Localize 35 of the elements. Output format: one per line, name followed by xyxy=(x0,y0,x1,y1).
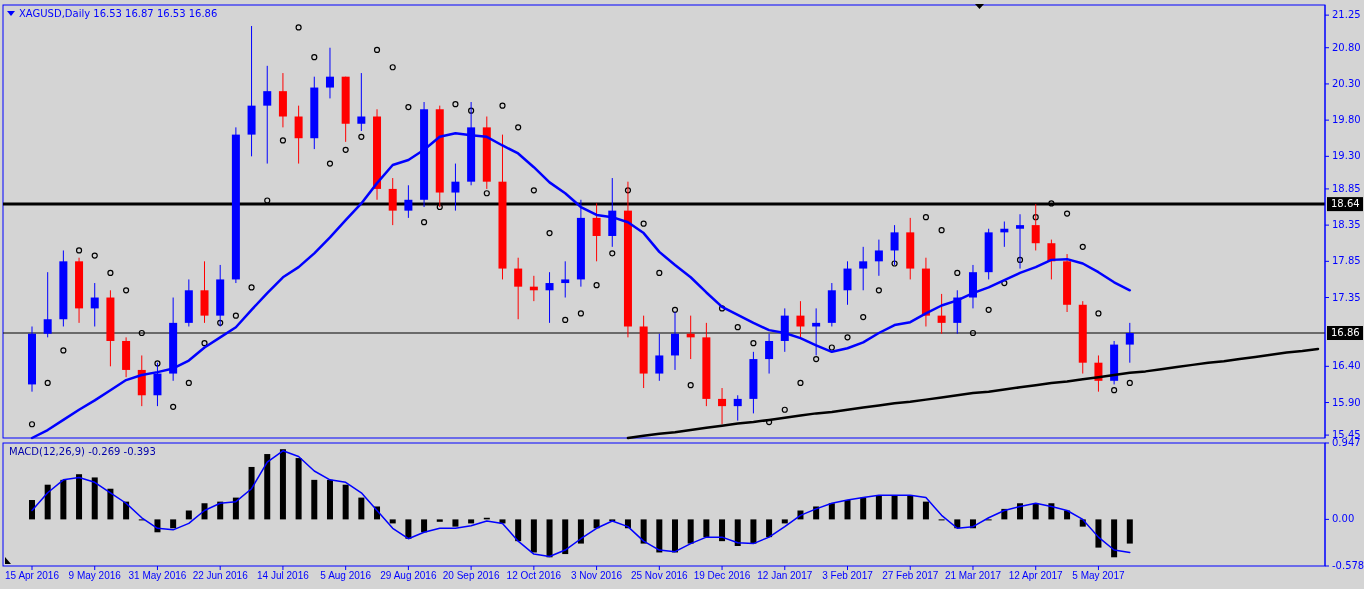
y-tick-label: 19.30 xyxy=(1332,150,1361,162)
x-tick-label: 22 Jun 2016 xyxy=(192,570,249,581)
x-tick-label: 29 Aug 2016 xyxy=(380,570,437,581)
x-tick-label: 19 Dec 2016 xyxy=(693,570,751,581)
y-tick-label: -0.578 xyxy=(1332,560,1364,571)
x-tick-label: 3 Feb 2017 xyxy=(822,570,874,581)
x-tick-label: 15 Apr 2016 xyxy=(5,570,60,581)
y-tick-label: 21.25 xyxy=(1332,9,1361,21)
y-tick-label: 0.00 xyxy=(1332,513,1355,525)
x-tick-label: 9 May 2016 xyxy=(68,570,122,581)
x-tick-label: 12 Jan 2017 xyxy=(757,570,813,581)
chart-title: XAGUSD,Daily 16.53 16.87 16.53 16.86 xyxy=(19,8,218,19)
x-tick-label: 14 Jul 2016 xyxy=(257,570,310,581)
y-tick-label: 17.35 xyxy=(1332,291,1361,303)
x-tick-label: 20 Sep 2016 xyxy=(442,570,500,581)
y-tick-label: 19.80 xyxy=(1332,114,1361,126)
y-tick-label: 15.90 xyxy=(1332,396,1361,408)
y-tick-label: 20.80 xyxy=(1332,41,1361,53)
ref-line-label: 18.64 xyxy=(1331,198,1360,210)
ref-line-label: 16.86 xyxy=(1331,327,1360,339)
x-tick-label: 25 Nov 2016 xyxy=(630,570,689,581)
x-tick-label: 27 Feb 2017 xyxy=(882,570,939,581)
y-tick-label: 16.40 xyxy=(1332,360,1361,372)
x-tick-label: 21 Mar 2017 xyxy=(944,570,1002,581)
y-tick-label: 17.85 xyxy=(1332,255,1361,267)
x-tick-label: 12 Oct 2016 xyxy=(506,570,562,581)
chart-title: MACD(12,26,9) -0.269 -0.393 xyxy=(9,446,156,457)
y-tick-label: 20.30 xyxy=(1332,77,1361,89)
y-tick-label: 18.35 xyxy=(1332,219,1361,231)
x-tick-label: 5 May 2017 xyxy=(1072,570,1125,581)
y-tick-label: 18.85 xyxy=(1332,182,1361,194)
x-tick-label: 12 Apr 2017 xyxy=(1008,570,1064,581)
x-tick-label: 5 Aug 2016 xyxy=(320,570,372,581)
x-tick-label: 31 May 2016 xyxy=(128,570,187,581)
x-tick-label: 3 Nov 2016 xyxy=(571,570,623,581)
